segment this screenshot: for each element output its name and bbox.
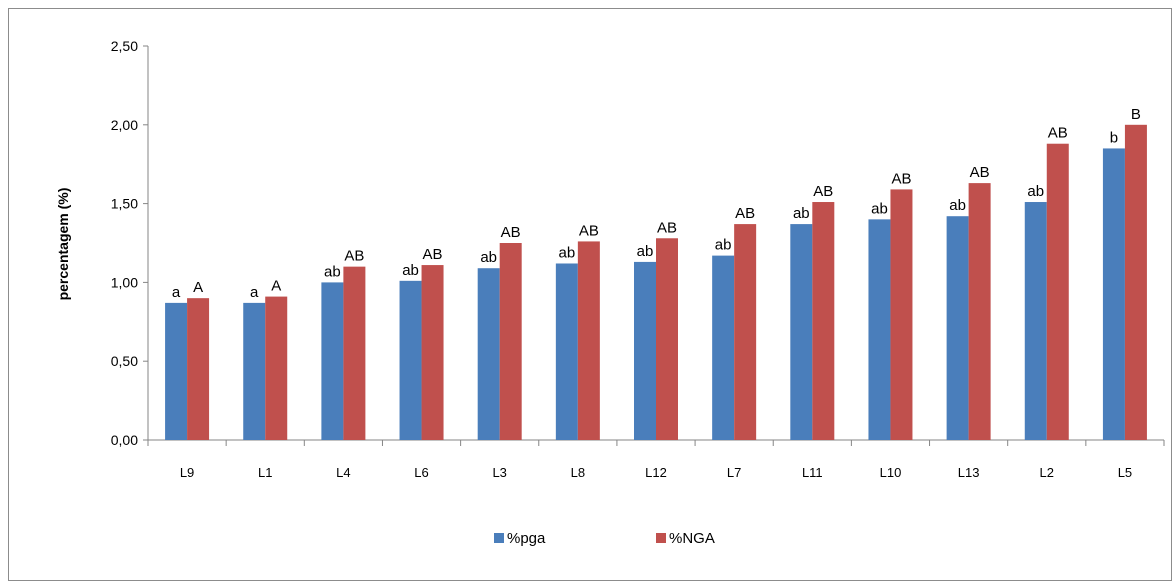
x-category-label: L7: [727, 465, 741, 480]
bar-letter-label: ab: [559, 244, 576, 261]
bar-pga: [165, 302, 188, 440]
legend-swatch: [494, 533, 504, 543]
bar-letter-label: AB: [735, 205, 755, 222]
bar-letter-label: AB: [891, 170, 911, 187]
bar-nga: [499, 243, 522, 440]
bar-nga: [656, 238, 678, 440]
bar-pga: [1024, 202, 1047, 440]
bar-pga: [243, 302, 266, 440]
bar-letter-label: b: [1110, 129, 1118, 146]
bar-pga: [790, 224, 813, 440]
bar-nga: [1046, 143, 1069, 440]
y-tick-label: 2,50: [111, 38, 138, 54]
x-category-label: L4: [336, 465, 350, 480]
bar-nga: [968, 183, 991, 440]
x-category-label: L12: [645, 465, 667, 480]
bar-pga: [712, 255, 735, 440]
x-category-label: L2: [1040, 465, 1054, 480]
bar-nga: [577, 241, 600, 440]
bar-letter-label: ab: [871, 200, 888, 217]
bar-letter-label: ab: [637, 243, 654, 260]
bar-letter-label: AB: [657, 219, 677, 236]
x-category-label: L9: [180, 465, 194, 480]
bar-pga: [321, 282, 344, 440]
bar-letter-label: AB: [813, 183, 833, 200]
x-category-label: L6: [414, 465, 428, 480]
bars: [165, 124, 1147, 441]
y-axis-title: percentagem (%): [55, 188, 71, 301]
bar-letter-label: a: [250, 284, 259, 301]
x-category-label: L11: [802, 465, 823, 480]
bar-letter-label: AB: [423, 246, 443, 263]
bar-pga: [555, 263, 578, 440]
bar-letter-label: ab: [1027, 183, 1044, 200]
bar-letter-label: AB: [501, 224, 521, 241]
bar-nga: [187, 298, 210, 440]
bar-letter-label: ab: [324, 263, 341, 280]
bar-pga: [946, 216, 969, 440]
y-axis: 0,00 0,50 1,00 1,50 2,00 2,50: [111, 38, 149, 448]
bar-nga: [343, 266, 366, 440]
bar-pga: [868, 219, 891, 440]
bar-nga: [1124, 124, 1147, 441]
data-labels: a a ab ab ab ab ab ab ab ab ab ab b A A AB AB AB AB AB AB AB A…: [172, 106, 1141, 301]
legend-swatch: [656, 533, 666, 543]
bar-letter-label: A: [271, 278, 281, 295]
legend-label: %pga: [507, 530, 546, 547]
bar-letter-label: AB: [579, 222, 599, 239]
bar-letter-label: AB: [344, 248, 364, 265]
y-tick-label: 1,00: [111, 274, 138, 290]
bar-pga: [634, 261, 656, 440]
bar-letter-label: ab: [402, 262, 419, 279]
x-category-label: L8: [571, 465, 585, 480]
bar-nga: [265, 296, 288, 440]
bar-nga: [890, 189, 913, 440]
y-tick-label: 2,00: [111, 117, 138, 133]
bar-letter-label: A: [193, 279, 203, 296]
bar-nga: [812, 202, 835, 440]
bar-letter-label: AB: [1048, 125, 1068, 142]
x-category-label: L3: [492, 465, 506, 480]
bar-letter-label: ab: [715, 237, 732, 254]
bar-pga: [399, 280, 422, 440]
bar-pga: [477, 268, 500, 440]
bar-nga: [421, 265, 444, 440]
bar-letter-label: AB: [970, 164, 990, 181]
legend: %pga %NGA: [494, 530, 715, 547]
bar-letter-label: B: [1131, 106, 1141, 123]
y-tick-label: 0,00: [111, 432, 138, 448]
y-tick-label: 1,50: [111, 196, 138, 212]
bar-nga: [734, 224, 757, 440]
x-category-label: L10: [880, 465, 902, 480]
x-category-label: L13: [958, 465, 980, 480]
x-category-label: L5: [1118, 465, 1132, 480]
bar-letter-label: a: [172, 284, 181, 301]
legend-label: %NGA: [669, 530, 715, 547]
bar-letter-label: ab: [480, 249, 497, 266]
bar-letter-label: ab: [793, 205, 810, 222]
x-category-label: L1: [258, 465, 272, 480]
y-tick-label: 0,50: [111, 353, 138, 369]
bar-pga: [1102, 148, 1125, 440]
bar-letter-label: ab: [949, 197, 966, 214]
